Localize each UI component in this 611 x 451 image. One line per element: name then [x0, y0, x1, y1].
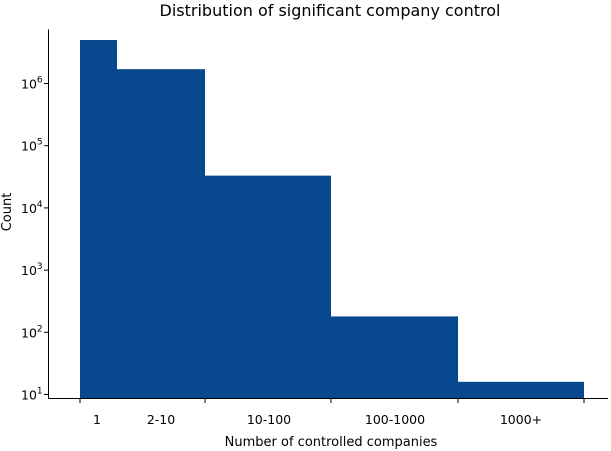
chart-title: Distribution of significant company cont… — [160, 1, 501, 20]
bars — [80, 40, 584, 398]
x-tick-label: 1 — [93, 412, 101, 427]
bar-1 — [80, 40, 117, 398]
bar-3 — [205, 175, 331, 398]
y-axis-label: Count — [0, 193, 15, 232]
x-tick-label: 1000+ — [500, 412, 542, 427]
x-tick-label: 10-100 — [247, 412, 291, 427]
y-tick-label: 102 — [21, 324, 43, 340]
axes — [48, 29, 608, 399]
x-tick-label: 2-10 — [147, 412, 175, 427]
bar-2 — [117, 69, 205, 398]
x-tick-label: 100-1000 — [365, 412, 425, 427]
y-tick-label: 106 — [21, 76, 43, 92]
y-tick-label: 101 — [21, 387, 43, 403]
x-ticks: 1 2-10 10-100 100-1000 1000+ — [79, 398, 585, 427]
y-tick-label: 103 — [21, 262, 43, 278]
y-ticks: 101 102 103 104 105 106 — [21, 76, 49, 403]
x-axis-label: Number of controlled companies — [225, 435, 438, 450]
bar-5 — [458, 381, 584, 398]
y-tick-label: 105 — [21, 138, 43, 154]
bar-4 — [331, 316, 458, 398]
y-tick-label: 104 — [21, 200, 43, 216]
